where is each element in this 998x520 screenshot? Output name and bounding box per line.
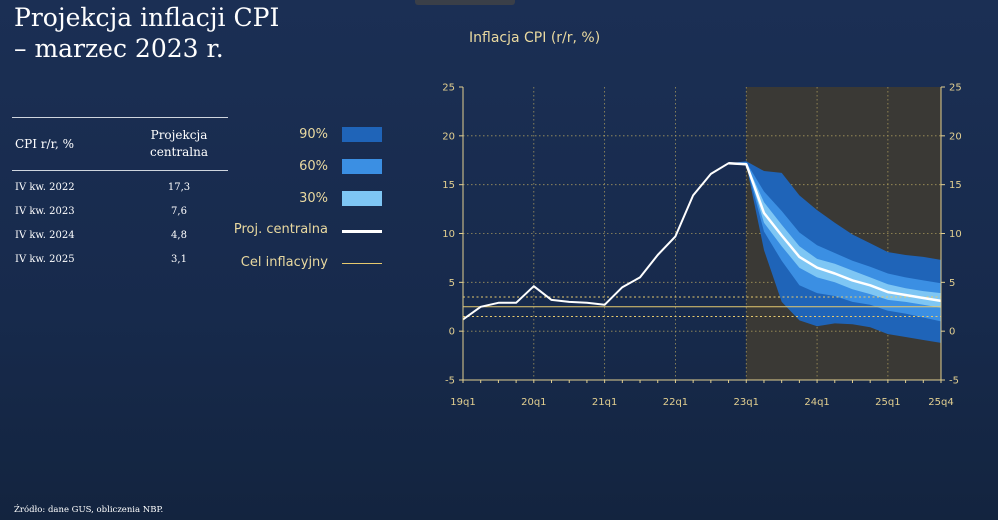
historical-cpi-line <box>462 162 747 321</box>
y-tick-label-right: 5 <box>949 278 955 289</box>
fan-band-60 <box>728 162 941 322</box>
y-tick-label-left: 0 <box>449 327 455 338</box>
cpi-table: CPI r/r, % Projekcja centralna IV kw. 20… <box>12 117 228 271</box>
y-tick-label-right: 10 <box>949 229 962 240</box>
x-tick-label: 23q1 <box>734 397 759 408</box>
fan-band-30 <box>728 163 941 308</box>
x-tick-label: 25q4 <box>928 397 953 408</box>
legend-label-60: 60% <box>299 159 328 174</box>
table-header-cpi: CPI r/r, % <box>15 137 75 151</box>
x-tick-label: 24q1 <box>804 397 829 408</box>
table-cell-label: IV kw. 2024 <box>15 229 75 241</box>
legend-swatch-30 <box>342 191 382 206</box>
legend-line-central <box>342 230 382 233</box>
x-tick-label: 22q1 <box>663 397 688 408</box>
page-title: Projekcja inflacji CPI – marzec 2023 r. <box>14 2 279 64</box>
table-cell-value: 4,8 <box>171 229 187 241</box>
y-tick-label-left: 25 <box>442 83 455 94</box>
table-cell-value: 3,1 <box>171 253 187 265</box>
legend-label-target: Cel inflacyjny <box>240 255 328 270</box>
source-note: Źródło: dane GUS, obliczenia NBP. <box>14 505 164 515</box>
x-tick-label: 21q1 <box>592 397 617 408</box>
table-row: IV kw. 2025 3,1 <box>12 247 228 271</box>
x-tick-label: 20q1 <box>521 397 546 408</box>
title-line-2: – marzec 2023 r. <box>14 34 224 63</box>
central-projection-line <box>728 161 942 303</box>
y-tick-label-left: 5 <box>449 278 455 289</box>
table-cell-label: IV kw. 2022 <box>15 181 75 193</box>
legend-label-central: Proj. centralna <box>233 222 328 237</box>
y-tick-label-left: 10 <box>442 229 455 240</box>
legend-swatch-60 <box>342 159 382 174</box>
table-cell-label: IV kw. 2025 <box>15 253 75 265</box>
chart-legend: 90% 60% 30% Proj. centralna Cel inflacyj… <box>220 124 390 284</box>
y-tick-label-right: -5 <box>949 376 959 387</box>
table-row: IV kw. 2023 7,6 <box>12 199 228 223</box>
table-cell-value: 7,6 <box>171 205 187 217</box>
chart-title: Inflacja CPI (r/r, %) <box>469 30 601 46</box>
legend-label-90: 90% <box>299 127 328 142</box>
y-tick-label-left: 20 <box>442 131 455 142</box>
y-tick-label-right: 0 <box>949 327 955 338</box>
y-tick-label-right: 25 <box>949 83 962 94</box>
legend-swatch-90 <box>342 127 382 142</box>
y-tick-label-right: 20 <box>949 131 962 142</box>
table-cell-value: 17,3 <box>167 181 191 193</box>
table-row: IV kw. 2022 17,3 <box>12 171 228 200</box>
table-cell-label: IV kw. 2023 <box>15 205 75 217</box>
y-tick-label-right: 15 <box>949 180 962 191</box>
x-tick-label: 25q1 <box>875 397 900 408</box>
x-tick-label: 19q1 <box>450 397 475 408</box>
table-header-row: CPI r/r, % Projekcja centralna <box>12 117 228 171</box>
table-row: IV kw. 2024 4,8 <box>12 223 228 247</box>
y-tick-label-left: -5 <box>445 376 455 387</box>
title-line-1: Projekcja inflacji CPI <box>14 3 280 32</box>
table-header-projection: Projekcja centralna <box>150 128 208 159</box>
y-tick-label-left: 15 <box>442 180 455 191</box>
window-top-handle <box>415 0 515 5</box>
legend-label-30: 30% <box>299 191 328 206</box>
legend-line-target <box>342 263 382 264</box>
